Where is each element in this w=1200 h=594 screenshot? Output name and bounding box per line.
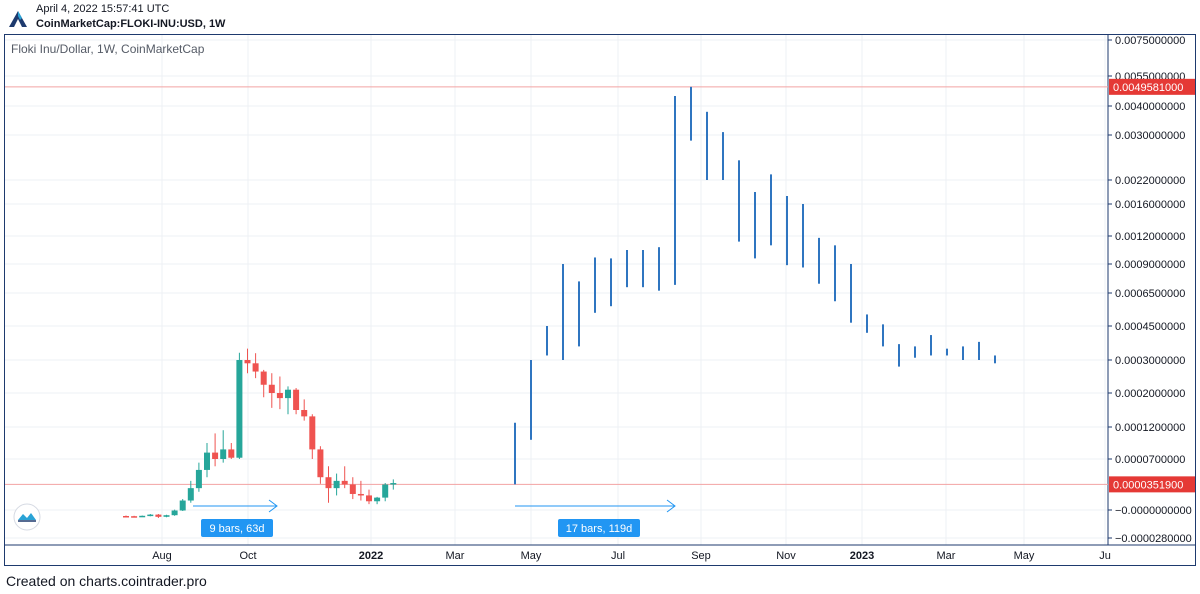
time-label: 2022 bbox=[359, 550, 383, 562]
candle-body bbox=[228, 449, 235, 458]
candle-body bbox=[341, 480, 348, 485]
candle-body bbox=[260, 371, 267, 385]
measure-arrowhead bbox=[268, 499, 278, 513]
price-marker-tag bbox=[1109, 78, 1195, 95]
candle-body bbox=[357, 493, 364, 496]
cointrader-badge-icon[interactable] bbox=[13, 503, 41, 531]
time-label: Jul bbox=[611, 550, 625, 562]
measure-label: 17 bars, 119d bbox=[566, 523, 632, 535]
price-axis[interactable]: 0.00750000000.00550000000.00400000000.00… bbox=[1108, 35, 1195, 545]
candle-body bbox=[366, 495, 372, 502]
price-marker-label: 0.0049581000 bbox=[1113, 82, 1183, 94]
timestamp: April 4, 2022 15:57:41 UTC bbox=[36, 3, 170, 15]
candles bbox=[123, 348, 397, 518]
time-label: Ju bbox=[1099, 550, 1111, 562]
time-axis[interactable]: Aug Oct 2022 Mar May Jul Sep Nov 2023 Mar May Ju bbox=[152, 550, 1111, 562]
symbol-title: CoinMarketCap:FLOKI-INU:USD, 1W bbox=[36, 18, 226, 30]
candle-body bbox=[147, 514, 154, 517]
candle-body bbox=[187, 488, 194, 501]
candle-body bbox=[301, 410, 308, 417]
candle-body bbox=[268, 384, 275, 393]
chart-title: Floki Inu/Dollar, 1W, CoinMarketCap bbox=[11, 42, 205, 56]
price-marker-lines bbox=[5, 86, 1108, 485]
measurements: 9 bars, 63d 17 bars, 119d bbox=[193, 499, 676, 537]
measure-label: 9 bars, 63d bbox=[209, 523, 264, 535]
price-chart[interactable]: 9 bars, 63d 17 bars, 119d 0.00750000000.0… bbox=[5, 35, 1195, 565]
candle-body bbox=[276, 393, 283, 399]
candle-body bbox=[285, 389, 291, 399]
candle-body bbox=[220, 449, 227, 459]
time-label: Nov bbox=[776, 550, 796, 562]
candle-body bbox=[179, 500, 186, 511]
footer-credit: Created on charts.cointrader.pro bbox=[6, 573, 207, 589]
candle-body bbox=[325, 477, 332, 489]
price-label: 0.0022000000 bbox=[1115, 175, 1185, 187]
candle-body bbox=[163, 515, 170, 517]
chart-header: April 4, 2022 15:57:41 UTC CoinMarketCap… bbox=[0, 0, 1200, 34]
candle-body bbox=[349, 484, 356, 494]
candle-body bbox=[131, 516, 138, 518]
candle-body bbox=[309, 416, 316, 450]
chart-frame[interactable]: 9 bars, 63d 17 bars, 119d 0.0075000000 0.0… bbox=[4, 34, 1196, 566]
time-label: Oct bbox=[239, 550, 256, 562]
price-label: 0.0012000000 bbox=[1115, 231, 1185, 243]
cointrader-logo-icon bbox=[9, 11, 27, 27]
price-label: −0.0000280000 bbox=[1115, 533, 1192, 545]
time-label: 2023 bbox=[850, 550, 874, 562]
time-label: Aug bbox=[152, 550, 172, 562]
price-marker-label: 0.0000351900 bbox=[1113, 479, 1183, 491]
time-label: Mar bbox=[937, 550, 956, 562]
price-label: 0.0009000000 bbox=[1115, 259, 1185, 271]
vertical-grid bbox=[161, 35, 1106, 545]
projection-bars bbox=[514, 86, 996, 485]
price-label: 0.0016000000 bbox=[1115, 199, 1185, 211]
price-label: −0.0000000000 bbox=[1115, 505, 1192, 517]
price-label: 0.0001200000 bbox=[1115, 422, 1185, 434]
price-label: 0.0003000000 bbox=[1115, 355, 1185, 367]
candle-body bbox=[252, 363, 259, 372]
candle-body bbox=[293, 389, 300, 410]
price-label: 0.0002000000 bbox=[1115, 388, 1185, 400]
horizontal-grid bbox=[5, 39, 1108, 539]
price-marker-tag bbox=[1109, 476, 1195, 493]
time-label: May bbox=[1014, 550, 1035, 562]
candle-body bbox=[155, 514, 162, 517]
time-label: Mar bbox=[446, 550, 465, 562]
price-label: 0.0004500000 bbox=[1115, 321, 1185, 333]
candle-body bbox=[244, 360, 251, 364]
price-label: 0.0030000000 bbox=[1115, 130, 1185, 142]
measure-label-box bbox=[201, 519, 273, 537]
measure-label-box bbox=[558, 519, 640, 537]
price-label: 0.0006500000 bbox=[1115, 288, 1185, 300]
candle-body bbox=[382, 484, 389, 498]
candle-body bbox=[195, 469, 202, 489]
candle-body bbox=[317, 449, 324, 478]
price-label: 0.0040000000 bbox=[1115, 101, 1185, 113]
price-label: 0.0075000000 bbox=[1115, 35, 1185, 47]
candle-body bbox=[212, 452, 219, 459]
candle-body bbox=[204, 452, 210, 470]
candle-body bbox=[139, 515, 146, 518]
candle-body bbox=[171, 510, 178, 516]
price-label: 0.0000700000 bbox=[1115, 454, 1185, 466]
measure-arrowhead bbox=[666, 499, 676, 513]
time-label: Sep bbox=[691, 550, 711, 562]
candle-body bbox=[333, 480, 340, 489]
candle-body bbox=[374, 497, 381, 502]
time-label: May bbox=[521, 550, 542, 562]
candle-body bbox=[390, 483, 397, 485]
candle-body bbox=[123, 516, 129, 518]
candle-body bbox=[236, 360, 243, 458]
